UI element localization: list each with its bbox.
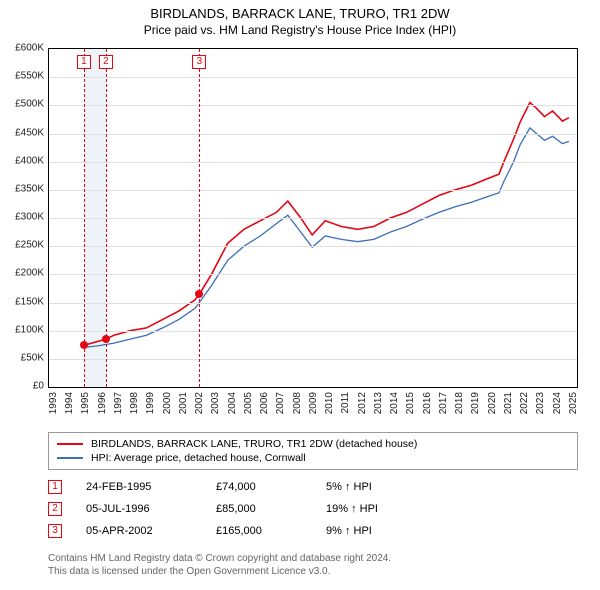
y-tick-label: £200K <box>0 268 44 279</box>
sale-hpi-delta: 9% ↑ HPI <box>326 525 426 537</box>
y-tick-label: £450K <box>0 127 44 138</box>
y-tick-label: £50K <box>0 352 44 363</box>
gridline <box>49 303 577 304</box>
legend-label: HPI: Average price, detached house, Corn… <box>91 452 306 464</box>
plot-area: 12 3 <box>48 48 578 388</box>
sale-marker-icon: 2 <box>48 502 62 516</box>
sale-date: 05-APR-2002 <box>86 525 216 537</box>
y-tick-label: £300K <box>0 212 44 223</box>
sale-marker-box: 2 <box>99 55 113 69</box>
legend-swatch <box>57 443 83 445</box>
sale-row: 2 05-JUL-1996 £85,000 19% ↑ HPI <box>48 498 578 520</box>
gridline <box>49 105 577 106</box>
x-tick-label: 2025 <box>568 392 600 414</box>
sales-table: 1 24-FEB-1995 £74,000 5% ↑ HPI 2 05-JUL-… <box>48 476 578 542</box>
chart-title: BIRDLANDS, BARRACK LANE, TRURO, TR1 2DW <box>0 0 600 21</box>
gridline <box>49 274 577 275</box>
y-tick-label: £500K <box>0 99 44 110</box>
legend-item: BIRDLANDS, BARRACK LANE, TRURO, TR1 2DW … <box>57 437 569 451</box>
gridline <box>49 359 577 360</box>
sale-date: 24-FEB-1995 <box>86 481 216 493</box>
sale-hpi-delta: 19% ↑ HPI <box>326 503 426 515</box>
y-tick-label: £100K <box>0 324 44 335</box>
sale-marker-icon: 1 <box>48 480 62 494</box>
gridline <box>49 331 577 332</box>
footer-line: This data is licensed under the Open Gov… <box>48 565 578 578</box>
legend-label: BIRDLANDS, BARRACK LANE, TRURO, TR1 2DW … <box>91 438 417 450</box>
sale-price: £74,000 <box>216 481 326 493</box>
legend-swatch <box>57 457 83 459</box>
gridline <box>49 77 577 78</box>
y-tick-label: £600K <box>0 43 44 54</box>
sale-row: 3 05-APR-2002 £165,000 9% ↑ HPI <box>48 520 578 542</box>
attribution-footer: Contains HM Land Registry data © Crown c… <box>48 552 578 578</box>
sale-date: 05-JUL-1996 <box>86 503 216 515</box>
gridline <box>49 162 577 163</box>
y-tick-label: £150K <box>0 296 44 307</box>
x-axis-ticks: 1993199419951996199719981999200020012002… <box>48 388 578 428</box>
sale-marker-dot <box>80 341 88 349</box>
y-tick-label: £250K <box>0 240 44 251</box>
sale-marker-box: 1 <box>77 55 91 69</box>
chart-container: BIRDLANDS, BARRACK LANE, TRURO, TR1 2DW … <box>0 0 600 590</box>
legend: BIRDLANDS, BARRACK LANE, TRURO, TR1 2DW … <box>48 432 578 470</box>
sale-marker-vline <box>84 49 85 387</box>
legend-item: HPI: Average price, detached house, Corn… <box>57 451 569 465</box>
sale-row: 1 24-FEB-1995 £74,000 5% ↑ HPI <box>48 476 578 498</box>
sale-marker-vline <box>199 49 200 387</box>
sale-price: £165,000 <box>216 525 326 537</box>
titles: BIRDLANDS, BARRACK LANE, TRURO, TR1 2DW … <box>0 0 600 43</box>
chart-subtitle: Price paid vs. HM Land Registry's House … <box>0 21 600 43</box>
sale-marker-dot <box>102 335 110 343</box>
series-line-price_paid <box>84 103 569 346</box>
sale-hpi-delta: 5% ↑ HPI <box>326 481 426 493</box>
footer-line: Contains HM Land Registry data © Crown c… <box>48 552 578 565</box>
gridline <box>49 246 577 247</box>
sale-price: £85,000 <box>216 503 326 515</box>
y-tick-label: £350K <box>0 183 44 194</box>
y-tick-label: £550K <box>0 71 44 82</box>
gridline <box>49 190 577 191</box>
gridline <box>49 218 577 219</box>
sale-marker-icon: 3 <box>48 524 62 538</box>
y-tick-label: £0 <box>0 381 44 392</box>
sale-marker-box: 3 <box>192 55 206 69</box>
sale-marker-dot <box>195 290 203 298</box>
y-tick-label: £400K <box>0 155 44 166</box>
gridline <box>49 134 577 135</box>
